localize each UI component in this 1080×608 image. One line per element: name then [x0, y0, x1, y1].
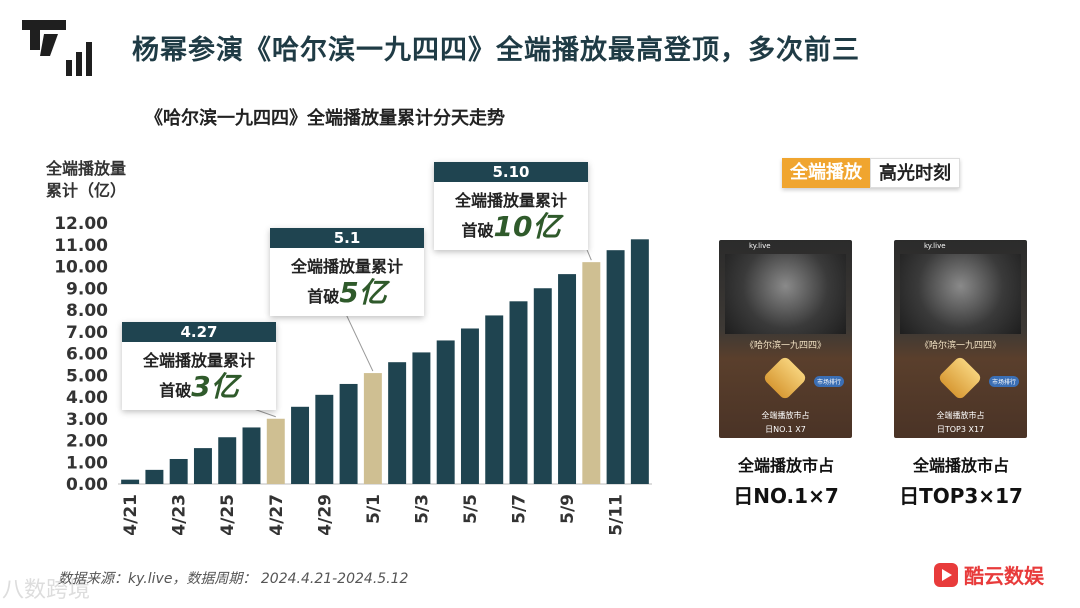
- app-name: ky.live: [749, 242, 771, 250]
- bar: [363, 373, 382, 484]
- show-name: 《哈尔滨一九四四》: [744, 341, 826, 351]
- x-tick-label: 4/29: [315, 494, 335, 536]
- y-tick-label: 0.00: [66, 475, 108, 495]
- y-tick-label: 5.00: [66, 366, 108, 386]
- bar: [436, 340, 455, 484]
- brand-logo: 酷云数娱: [934, 560, 1044, 589]
- y-tick-label: 9.00: [66, 279, 108, 299]
- x-tick-label: 4/27: [267, 494, 287, 536]
- bar: [533, 288, 552, 484]
- bar: [121, 479, 140, 484]
- y-tick-label: 6.00: [66, 345, 108, 365]
- callout-1: 4.27 全端播放量累计 首破3亿: [122, 322, 276, 410]
- bar: [339, 383, 358, 484]
- x-tick-label: 5/3: [412, 494, 432, 524]
- rank-button: 市场排行: [988, 376, 1019, 387]
- stat-label: 全端播放市占: [936, 411, 985, 420]
- badge-primary: 全端播放: [782, 158, 870, 188]
- y-tick-label: 7.00: [66, 323, 108, 343]
- play-icon: [934, 562, 958, 587]
- highlight-badge: 全端播放 高光时刻: [782, 158, 960, 188]
- bar: [193, 448, 212, 484]
- callout-connector: [344, 311, 374, 372]
- chart-title: 《哈尔滨一九四四》全端播放量累计分天走势: [145, 108, 505, 129]
- y-tick-label: 8.00: [66, 301, 108, 321]
- bar: [315, 394, 334, 484]
- y-tick-label: 4.00: [66, 388, 108, 408]
- bar: [218, 437, 237, 484]
- x-tick-label: 4/21: [121, 494, 141, 536]
- bar: [242, 427, 261, 484]
- bar: [630, 239, 649, 484]
- bar: [485, 315, 504, 484]
- callout-date: 5.1: [270, 228, 424, 248]
- x-tick-label: 5/7: [510, 494, 530, 524]
- x-tick-label: 5/11: [607, 494, 627, 536]
- callout-text: 全端播放量累计: [290, 257, 403, 276]
- bar: [412, 352, 431, 484]
- callout-text: 全端播放量累计: [142, 351, 255, 370]
- callout-prefix: 首破: [159, 381, 192, 400]
- caption-label: 全端播放市占: [912, 456, 1009, 475]
- poster-image: [900, 254, 1021, 334]
- y-axis-label: 累计（亿）: [46, 181, 126, 200]
- medal-icon: [762, 355, 808, 401]
- x-tick-label: 4/25: [218, 494, 238, 536]
- caption-rank: 日TOP3×17: [899, 484, 1023, 508]
- phone-screenshot-1: ky.live 《哈尔滨一九四四》 市场排行 全端播放市占 日NO.1 X7: [719, 240, 852, 438]
- badge-secondary: 高光时刻: [870, 158, 960, 188]
- stat-rank: 日NO.1 X7: [765, 425, 806, 434]
- bar: [460, 328, 479, 484]
- logo-icon: [22, 20, 92, 76]
- callout-2: 5.1 全端播放量累计 首破5亿: [270, 228, 424, 316]
- stat-rank: 日TOP3 X17: [936, 425, 985, 434]
- bar: [169, 458, 188, 484]
- callout-value: 3亿: [191, 370, 239, 403]
- caption-rank: 日NO.1×7: [733, 484, 839, 508]
- bar: [606, 250, 625, 484]
- stat-label: 全端播放市占: [761, 411, 810, 420]
- caption-2: 全端播放市占 日TOP3×17: [881, 452, 1041, 509]
- bar: [509, 301, 528, 484]
- page-title: 杨幂参演《哈尔滨一九四四》全端播放最高登顶，多次前三: [132, 35, 860, 66]
- callout-value: 10亿: [493, 210, 561, 243]
- callout-text: 全端播放量累计: [454, 191, 567, 210]
- callout-date: 5.10: [434, 162, 588, 182]
- bar: [291, 406, 310, 484]
- y-tick-label: 1.00: [66, 453, 108, 473]
- y-tick-label: 12.00: [54, 214, 108, 234]
- bar-chart: 全端播放量累计（亿） 0.001.002.003.004.005.006.007.…: [45, 159, 652, 536]
- y-tick-label: 11.00: [54, 236, 108, 256]
- caption-1: 全端播放市占 日NO.1×7: [706, 452, 866, 509]
- poster-image: [725, 254, 846, 334]
- y-axis-label: 全端播放量: [45, 159, 126, 178]
- phone-screenshot-2: ky.live 《哈尔滨一九四四》 市场排行 全端播放市占 日TOP3 X17: [894, 240, 1027, 438]
- callout-prefix: 首破: [307, 287, 340, 306]
- callout-date: 4.27: [122, 322, 276, 342]
- rank-button: 市场排行: [813, 376, 844, 387]
- x-tick-label: 4/23: [170, 494, 190, 536]
- callout-prefix: 首破: [461, 221, 494, 240]
- show-name: 《哈尔滨一九四四》: [919, 341, 1001, 351]
- bar: [266, 418, 285, 484]
- y-tick-label: 3.00: [66, 410, 108, 430]
- bar: [388, 362, 407, 484]
- x-tick-label: 5/5: [461, 494, 481, 524]
- app-name: ky.live: [924, 242, 946, 250]
- callout-3: 5.10 全端播放量累计 首破10亿: [434, 162, 588, 250]
- medal-icon: [937, 355, 983, 401]
- y-tick-label: 10.00: [54, 258, 108, 278]
- x-tick-label: 5/1: [364, 494, 384, 524]
- bar: [582, 262, 601, 484]
- brand-name: 酷云数娱: [964, 564, 1044, 588]
- bar: [558, 274, 577, 484]
- source-note: 数据来源：ky.live，数据周期： 2024.4.21-2024.5.12: [58, 571, 409, 587]
- caption-label: 全端播放市占: [737, 456, 834, 475]
- watermark: 八数跨境: [2, 578, 91, 603]
- x-tick-label: 5/9: [558, 494, 578, 524]
- bar: [145, 469, 164, 484]
- y-tick-label: 2.00: [66, 432, 108, 452]
- callout-value: 5亿: [339, 276, 387, 309]
